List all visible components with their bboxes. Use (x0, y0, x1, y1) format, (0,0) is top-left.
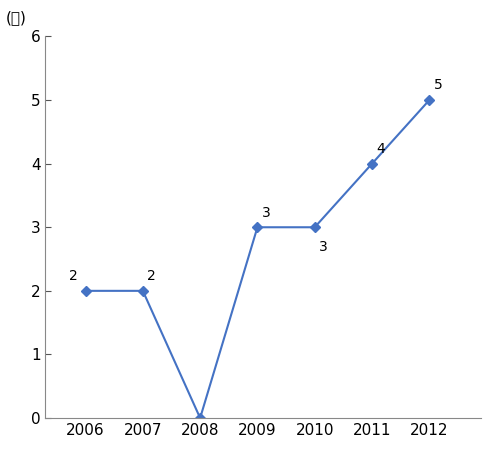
Text: 2: 2 (148, 269, 156, 283)
Text: 2: 2 (69, 269, 78, 283)
Text: 5: 5 (434, 79, 443, 92)
Text: 4: 4 (376, 142, 385, 156)
Text: 3: 3 (319, 240, 328, 254)
Text: 3: 3 (262, 206, 271, 220)
Text: 0: 0 (0, 448, 1, 449)
Text: (건): (건) (6, 10, 27, 25)
